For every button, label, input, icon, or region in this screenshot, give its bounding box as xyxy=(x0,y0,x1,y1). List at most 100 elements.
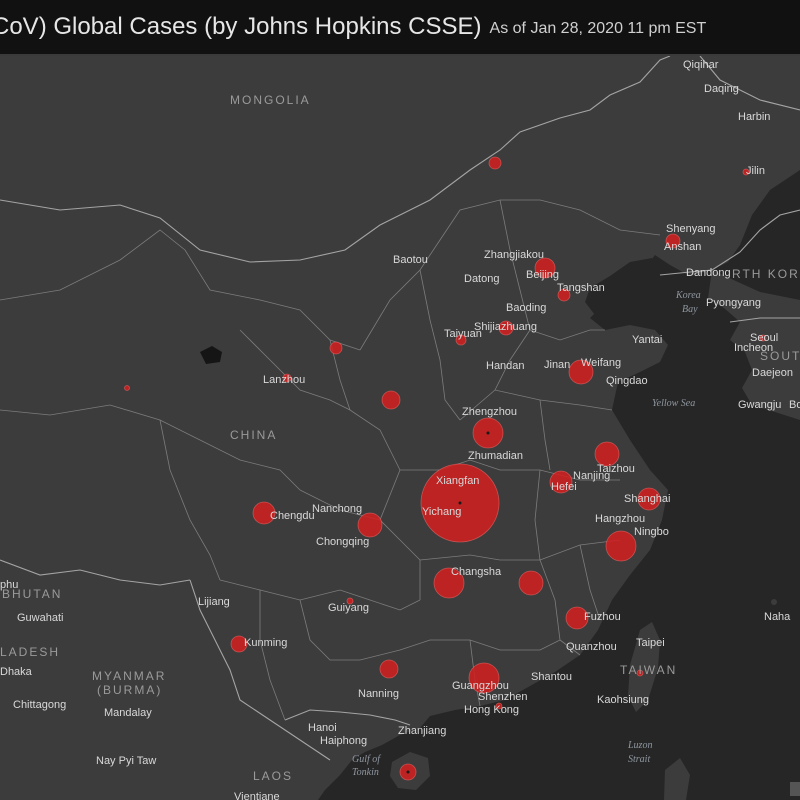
city-guiyang: Guiyang xyxy=(328,602,369,614)
map-canvas[interactable]: MONGOLIA CHINA RTH KOREA SOUTH BHUTAN LA… xyxy=(0,56,800,800)
bubble-shaanxi[interactable] xyxy=(381,390,401,410)
qinghai-lake xyxy=(200,346,222,364)
city-guwahati: Guwahati xyxy=(17,612,63,624)
center-markers xyxy=(406,431,490,774)
city-haiphong: Haiphong xyxy=(320,735,367,747)
bubble-jiangsu[interactable] xyxy=(594,441,620,467)
city-daqing: Daqing xyxy=(704,83,739,95)
bubble-guangdong[interactable] xyxy=(468,662,500,694)
city-nay-pyi-taw: Nay Pyi Taw xyxy=(96,755,156,767)
city-mandalay: Mandalay xyxy=(104,707,152,719)
label-myanmar: MYANMAR xyxy=(92,669,166,683)
city-chittagong: Chittagong xyxy=(13,699,66,711)
last-updated: As of Jan 28, 2020 11 pm EST xyxy=(489,20,707,37)
border-vietnam xyxy=(284,709,411,726)
title-bar: CoV) Global Cases (by Johns Hopkins CSSE… xyxy=(0,0,800,56)
marker-wuhan xyxy=(458,501,462,505)
land-kyushu xyxy=(790,372,800,420)
bubble-shanghai[interactable] xyxy=(637,487,661,511)
bubble-anhui[interactable] xyxy=(549,470,573,494)
land-mainland xyxy=(0,56,800,800)
bubble-chongqing[interactable] xyxy=(357,512,383,538)
label-north-korea: RTH KOREA xyxy=(732,267,800,281)
label-yellow-sea: Yellow Sea xyxy=(652,398,695,409)
label-taiwan: TAIWAN xyxy=(620,663,677,677)
city-fuzhou: Fuzhou xyxy=(584,611,621,623)
bubble-inner-mongolia[interactable] xyxy=(488,156,502,170)
city-harbin: Harbin xyxy=(738,111,770,123)
city-zhengzhou: Zhengzhou xyxy=(462,406,517,418)
city-guangzhou: Guangzhou xyxy=(452,680,509,692)
case-bubbles xyxy=(124,156,767,781)
bubble-guangxi[interactable] xyxy=(379,659,399,679)
label-korea-bay-2: Bay xyxy=(682,304,698,315)
city-ningbo: Ningbo xyxy=(634,526,669,538)
city-kunming: Kunming xyxy=(244,637,287,649)
city-beijing: Beijing xyxy=(526,269,559,281)
water-labels: Korea Bay Yellow Sea Gulf of Tonkin Luzo… xyxy=(352,290,701,778)
bubble-guizhou[interactable] xyxy=(346,597,354,605)
bubble-taiwan[interactable] xyxy=(636,669,644,677)
bubble-sichuan[interactable] xyxy=(252,501,276,525)
city-incheon: Incheon xyxy=(734,342,773,354)
label-burma: (BURMA) xyxy=(97,683,162,697)
border-dmz xyxy=(729,317,800,323)
bubble-jilin[interactable] xyxy=(742,168,750,176)
bubble-tianjin[interactable] xyxy=(557,288,571,302)
bubble-shandong[interactable] xyxy=(568,359,594,385)
bubble-south-korea[interactable] xyxy=(759,334,767,342)
city-shijiazhuang: Shijiazhuang xyxy=(474,321,537,333)
city-nanchong: Nanchong xyxy=(312,503,362,515)
bubble-fujian[interactable] xyxy=(565,606,589,630)
bubble-zhejiang[interactable] xyxy=(605,530,637,562)
city-datong: Datong xyxy=(464,273,499,285)
city-baoding: Baoding xyxy=(506,302,546,314)
bubble-yunnan[interactable] xyxy=(230,635,248,653)
border-korea xyxy=(659,209,800,276)
city-taipei: Taipei xyxy=(636,637,665,649)
page-title: CoV) Global Cases (by Johns Hopkins CSSE… xyxy=(0,13,482,40)
city-dandong: Dandong xyxy=(686,267,731,279)
label-south-korea: SOUTH xyxy=(760,349,800,363)
bubble-qinghai[interactable] xyxy=(124,385,130,391)
city-hefei: Hefei xyxy=(551,481,577,493)
city-seoul: Seoul xyxy=(750,332,778,344)
city-quanzhou: Quanzhou xyxy=(566,641,617,653)
bubble-hunan[interactable] xyxy=(433,567,465,599)
city-hong-kong: Hong Kong xyxy=(464,704,519,716)
bubble-hebei[interactable] xyxy=(498,320,514,336)
land-taiwan xyxy=(628,622,660,712)
city-xiangfan: Xiangfan xyxy=(436,475,479,487)
border-himalaya xyxy=(0,559,191,586)
city-daejeon: Daejeon xyxy=(752,367,793,379)
city-hanoi: Hanoi xyxy=(308,722,337,734)
border-russia-ne xyxy=(699,56,800,111)
bubble-ningxia[interactable] xyxy=(329,341,343,355)
marker-haikou xyxy=(406,770,410,774)
bubble-gansu[interactable] xyxy=(282,373,292,383)
bubble-hong-kong[interactable] xyxy=(495,702,503,710)
province-borders xyxy=(0,199,661,721)
city-changsha: Changsha xyxy=(451,566,502,578)
city-zhangjiakou: Zhangjiakou xyxy=(484,249,544,261)
city-phu: phu xyxy=(0,579,18,591)
land-luzon xyxy=(664,758,690,800)
city-chengdu: Chengdu xyxy=(270,510,315,522)
city-qiqihar: Qiqihar xyxy=(683,59,719,71)
city-labels: Qiqihar Daqing Harbin Jilin Shenyang Ans… xyxy=(0,59,800,800)
city-taiyuan: Taiyuan xyxy=(444,328,482,340)
city-jilin: Jilin xyxy=(746,165,765,177)
city-yantai: Yantai xyxy=(632,334,662,346)
city-bo-partial: Bo xyxy=(789,399,800,411)
label-bhutan: BHUTAN xyxy=(2,587,62,601)
city-zhanjiang: Zhanjiang xyxy=(398,725,446,737)
bubble-liaoning[interactable] xyxy=(665,233,681,249)
attribution-badge[interactable] xyxy=(790,782,800,796)
bubble-jiangxi[interactable] xyxy=(518,570,544,596)
city-naha: Naha xyxy=(764,611,791,623)
bubble-beijing[interactable] xyxy=(534,257,556,279)
city-hangzhou: Hangzhou xyxy=(595,513,645,525)
label-bangladesh: LADESH xyxy=(0,645,60,659)
city-chongqing: Chongqing xyxy=(316,536,369,548)
bubble-shanxi[interactable] xyxy=(455,334,467,346)
